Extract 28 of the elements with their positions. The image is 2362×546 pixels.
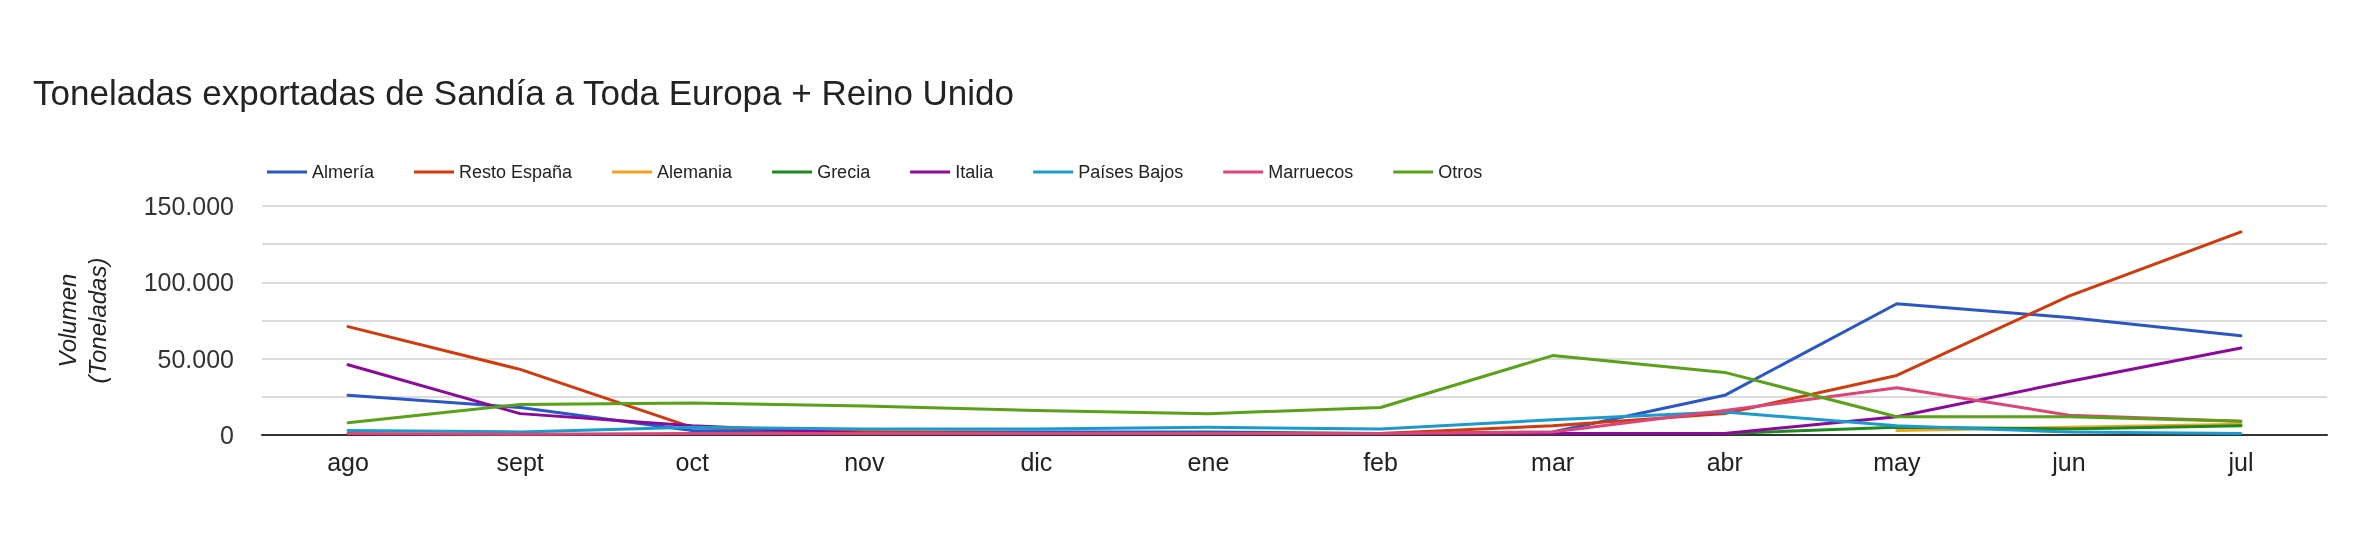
legend-label: Resto España <box>459 162 574 182</box>
x-tick-label: ene <box>1187 447 1230 476</box>
x-tick-label: dic <box>1020 447 1053 476</box>
x-tick-label: mar <box>1531 447 1575 476</box>
x-tick-label: feb <box>1363 447 1398 476</box>
y-tick-label: 0 <box>220 421 234 449</box>
y-tick-label: 100.000 <box>143 268 234 297</box>
x-tick-label: sept <box>496 447 544 476</box>
line-series <box>346 410 2243 435</box>
x-tick-label: jun <box>2051 447 2086 476</box>
y-tick-label: 50.000 <box>157 344 234 373</box>
y-tick-label: 150.000 <box>143 192 234 220</box>
legend-label: Italia <box>955 162 995 182</box>
legend-label: Almería <box>312 162 375 182</box>
line-series <box>346 354 2243 425</box>
y-axis-title: Volumen (Toneladas) <box>53 257 111 384</box>
x-tick-label: jul <box>2227 447 2254 476</box>
x-tick-label: nov <box>844 447 885 476</box>
legend-label: Alemania <box>657 162 734 182</box>
legend-label: Otros <box>1438 162 1483 182</box>
x-tick-label: ago <box>327 447 369 476</box>
x-tick-label: oct <box>675 447 709 476</box>
legend-label: Grecia <box>817 162 872 182</box>
legend-label: Marruecos <box>1268 162 1354 182</box>
chart-title: Toneladas exportadas de Sandía a Toda Europa + Reino Unido <box>33 73 1015 112</box>
legend-label: Países Bajos <box>1078 162 1184 182</box>
x-tick-label: may <box>1873 447 1921 476</box>
x-tick-label: abr <box>1706 447 1743 476</box>
